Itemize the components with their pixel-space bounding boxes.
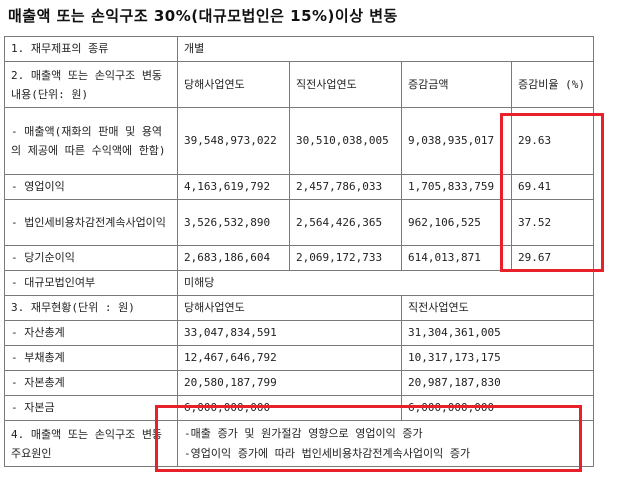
- table-row: - 자본금 6,000,000,000 6,000,000,000: [4, 395, 594, 421]
- table-cell: 30,510,038,005: [289, 107, 402, 175]
- table-cell: 10,317,173,175: [401, 345, 594, 371]
- table-row: - 대규모법인여부 미해당: [4, 270, 594, 296]
- large-corp-value: 미해당: [177, 270, 594, 296]
- row-label: - 대규모법인여부: [4, 270, 178, 296]
- change-reason-cell: -매출 증가 및 원가절감 영향으로 영업이익 증가 -영업이익 증가에 따라 …: [177, 420, 594, 467]
- table-cell: 69.41: [511, 174, 594, 200]
- row-label: 3. 재무현황(단위 : 원): [4, 295, 178, 321]
- row-label: - 매출액(재화의 판매 및 용역의 제공에 따른 수익액에 한함): [4, 107, 178, 175]
- statement-type-value: 개별: [177, 36, 594, 62]
- table-row: 4. 매출액 또는 손익구조 변동 주요원인 -매출 증가 및 원가절감 영향으…: [4, 420, 594, 467]
- table-row: - 부채총계 12,467,646,792 10,317,173,175: [4, 345, 594, 371]
- table-row: - 자산총계 33,047,834,591 31,304,361,005: [4, 320, 594, 346]
- disclosure-table-container: 1. 재무제표의 종류 개별 2. 매출액 또는 손익구조 변동내용(단위: 원…: [4, 36, 595, 487]
- row-label: 4. 매출액 또는 손익구조 변동 주요원인: [4, 420, 178, 467]
- table-cell: 31,304,361,005: [401, 320, 594, 346]
- table-cell: 2,457,786,033: [289, 174, 402, 200]
- table-row: - 법인세비용차감전계속사업이익 3,526,532,890 2,564,426…: [4, 199, 594, 246]
- table-cell: 614,013,871: [401, 245, 512, 271]
- table-cell: 9,038,935,017: [401, 107, 512, 175]
- table-cell: 39,548,973,022: [177, 107, 290, 175]
- table-cell: 29.63: [511, 107, 594, 175]
- column-header: 증감비율 (%): [511, 61, 594, 108]
- row-label: - 부채총계: [4, 345, 178, 371]
- disclosure-table: 1. 재무제표의 종류 개별 2. 매출액 또는 손익구조 변동내용(단위: 원…: [4, 36, 594, 467]
- table-cell: 20,987,187,830: [401, 370, 594, 396]
- column-header: 당해사업연도: [177, 295, 402, 321]
- table-cell: 37.52: [511, 199, 594, 246]
- table-cell: 33,047,834,591: [177, 320, 402, 346]
- table-cell: 2,564,426,365: [289, 199, 402, 246]
- table-cell: 29.67: [511, 245, 594, 271]
- table-row: 1. 재무제표의 종류 개별: [4, 36, 594, 62]
- change-reason-line: -영업이익 증가에 따라 법인세비용차감전계속사업이익 증가: [184, 446, 471, 460]
- column-header: 증감금액: [401, 61, 512, 108]
- table-cell: 20,580,187,799: [177, 370, 402, 396]
- row-label: 2. 매출액 또는 손익구조 변동내용(단위: 원): [4, 61, 178, 108]
- page-title: 매출액 또는 손익구조 30%(대규모법인은 15%)이상 변동: [8, 7, 398, 25]
- column-header: 직전사업연도: [289, 61, 402, 108]
- table-row: - 영업이익 4,163,619,792 2,457,786,033 1,705…: [4, 174, 594, 200]
- column-header: 당해사업연도: [177, 61, 290, 108]
- table-row: - 당기순이익 2,683,186,604 2,069,172,733 614,…: [4, 245, 594, 271]
- table-cell: 962,106,525: [401, 199, 512, 246]
- column-header: 직전사업연도: [401, 295, 594, 321]
- row-label: - 자본총계: [4, 370, 178, 396]
- row-label: - 영업이익: [4, 174, 178, 200]
- table-row: 2. 매출액 또는 손익구조 변동내용(단위: 원) 당해사업연도 직전사업연도…: [4, 61, 594, 108]
- table-row: - 자본총계 20,580,187,799 20,987,187,830: [4, 370, 594, 396]
- table-cell: 1,705,833,759: [401, 174, 512, 200]
- table-cell: 3,526,532,890: [177, 199, 290, 246]
- row-label: - 자산총계: [4, 320, 178, 346]
- table-cell: 4,163,619,792: [177, 174, 290, 200]
- table-cell: 6,000,000,000: [401, 395, 594, 421]
- change-reason-line: -매출 증가 및 원가절감 영향으로 영업이익 증가: [184, 426, 423, 440]
- row-label: 1. 재무제표의 종류: [4, 36, 178, 62]
- table-cell: 12,467,646,792: [177, 345, 402, 371]
- table-cell: 2,683,186,604: [177, 245, 290, 271]
- table-cell: 2,069,172,733: [289, 245, 402, 271]
- table-row: - 매출액(재화의 판매 및 용역의 제공에 따른 수익액에 한함) 39,54…: [4, 107, 594, 175]
- row-label: - 자본금: [4, 395, 178, 421]
- row-label: - 법인세비용차감전계속사업이익: [4, 199, 178, 246]
- row-label: - 당기순이익: [4, 245, 178, 271]
- table-row: 3. 재무현황(단위 : 원) 당해사업연도 직전사업연도: [4, 295, 594, 321]
- table-cell: 6,000,000,000: [177, 395, 402, 421]
